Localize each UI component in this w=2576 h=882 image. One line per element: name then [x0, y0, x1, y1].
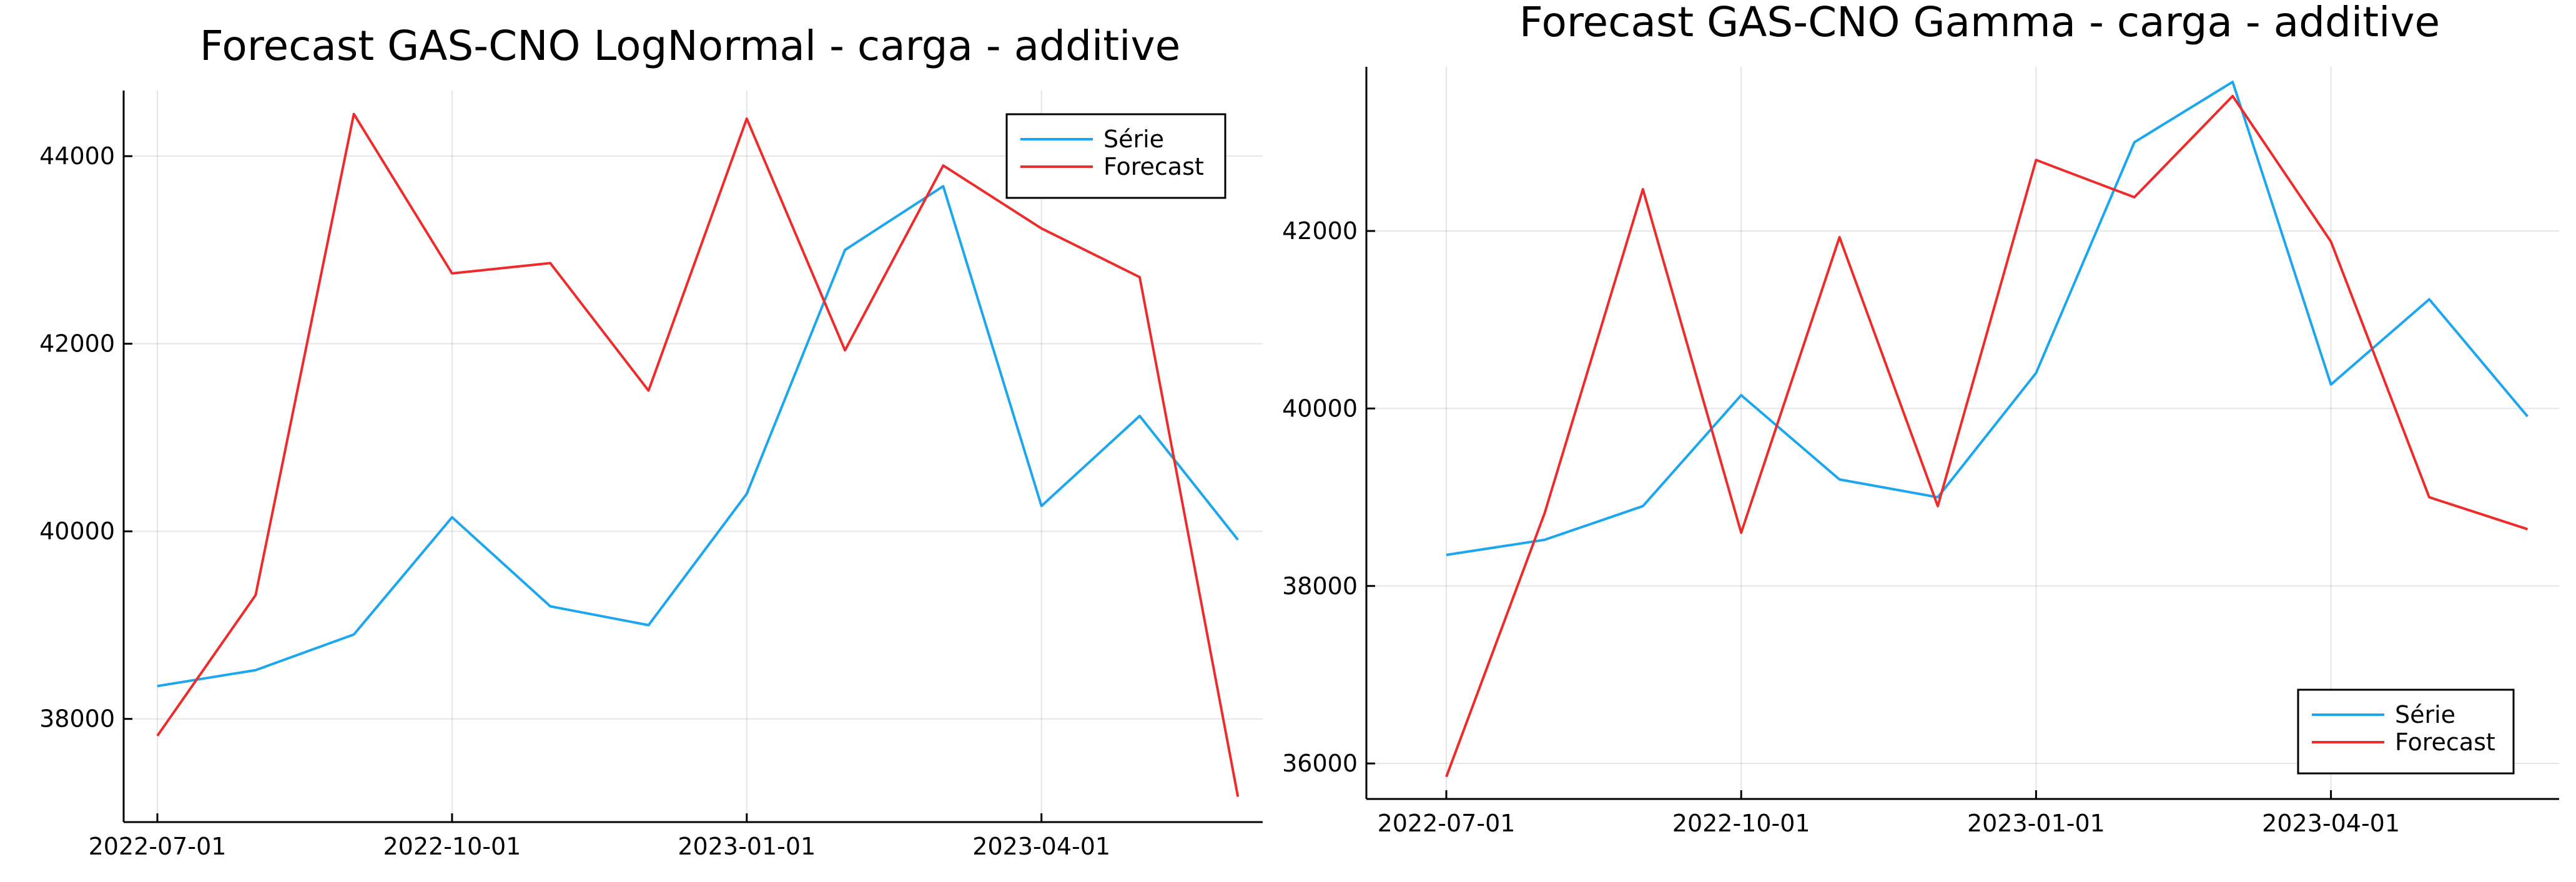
chart-title: Forecast GAS-CNO LogNormal - carga - add…	[200, 22, 1180, 70]
series-line-serie	[157, 185, 1239, 688]
chart-panel-lognormal: Forecast GAS-CNO LogNormal - carga - add…	[39, 22, 1263, 860]
chart-title: Forecast GAS-CNO Gamma - carga - additiv…	[1519, 0, 2440, 46]
x-tick-label: 2023-01-01	[678, 833, 816, 860]
x-tick-label: 2022-10-01	[383, 833, 521, 860]
x-tick-label: 2023-04-01	[972, 833, 1110, 860]
y-tick-label: 42000	[1282, 217, 1358, 245]
y-tick-label: 40000	[39, 517, 115, 545]
legend-label: Série	[2395, 701, 2455, 728]
y-tick-label: 40000	[1282, 394, 1358, 422]
legend-label: Forecast	[1103, 153, 1204, 180]
series-line-forecast	[156, 112, 1240, 797]
legend-box	[2297, 688, 2515, 775]
y-tick-label: 36000	[1282, 750, 1358, 777]
legend-box	[1005, 113, 1226, 199]
x-tick-label: 2023-04-01	[2262, 810, 2400, 837]
x-tick-label: 2022-07-01	[1378, 810, 1516, 837]
legend-label: Série	[1103, 125, 1164, 153]
x-tick-label: 2022-10-01	[1672, 810, 1810, 837]
series-line-forecast	[1445, 94, 2529, 778]
y-tick-label: 38000	[39, 705, 115, 733]
y-tick-label: 44000	[39, 142, 115, 170]
chart-panel-gamma: Forecast GAS-CNO Gamma - carga - additiv…	[1282, 0, 2559, 837]
x-tick-label: 2022-07-01	[89, 833, 227, 860]
legend-label: Forecast	[2395, 728, 2495, 756]
y-tick-label: 38000	[1282, 572, 1358, 600]
series-line-serie	[1446, 81, 2529, 556]
x-tick-label: 2023-01-01	[1967, 810, 2105, 837]
y-tick-label: 42000	[39, 330, 115, 358]
